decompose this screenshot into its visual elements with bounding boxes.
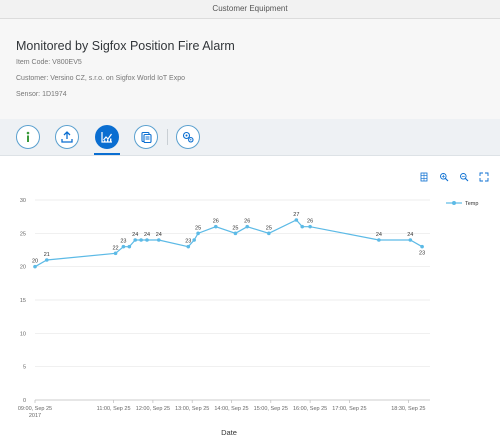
settings-button[interactable] bbox=[176, 125, 200, 149]
chart-button[interactable] bbox=[95, 125, 119, 149]
data-point bbox=[300, 224, 305, 229]
info-button[interactable] bbox=[16, 125, 40, 149]
app-title: Customer Equipment bbox=[212, 4, 288, 13]
x-tick-label: 13:00, Sep 25 bbox=[175, 406, 209, 412]
app-title-bar: Customer Equipment bbox=[0, 0, 500, 19]
data-point bbox=[420, 244, 424, 249]
data-label: 24 bbox=[376, 232, 382, 238]
data-points bbox=[33, 218, 424, 269]
data-point bbox=[156, 238, 161, 242]
data-point bbox=[186, 244, 191, 249]
chart-legend[interactable]: Temp bbox=[446, 201, 478, 207]
x-tick-label: 16:00, Sep 25 bbox=[293, 406, 327, 412]
zoom-out-icon[interactable] bbox=[459, 172, 469, 182]
y-tick-label: 15 bbox=[20, 298, 26, 304]
data-label: 27 bbox=[293, 212, 299, 218]
page-title: Monitored by Sigfox Position Fire Alarm bbox=[16, 39, 235, 53]
data-label: 23 bbox=[120, 239, 126, 245]
legend-label-temp: Temp bbox=[465, 201, 478, 207]
data-label: 26 bbox=[213, 219, 219, 225]
data-point bbox=[308, 224, 312, 229]
y-tick-label: 20 bbox=[20, 265, 26, 271]
data-label: 21 bbox=[44, 252, 50, 258]
data-label: 25 bbox=[232, 225, 238, 231]
zoom-in-icon[interactable] bbox=[439, 172, 449, 182]
series-line-temp bbox=[34, 219, 423, 268]
x-tick-label: 14:00, Sep 25 bbox=[214, 406, 248, 412]
y-tick-label: 30 bbox=[20, 198, 26, 204]
x-tick-label: 15:00, Sep 25 bbox=[254, 406, 288, 412]
x-tick-label: 09:00, Sep 25 bbox=[18, 406, 52, 412]
document-icon bbox=[141, 131, 152, 144]
document-button[interactable] bbox=[134, 125, 158, 149]
data-point bbox=[113, 251, 118, 256]
chart-grid bbox=[35, 199, 430, 401]
object-header: Monitored by Sigfox Position Fire Alarm … bbox=[0, 19, 500, 119]
data-label: 22 bbox=[113, 245, 119, 251]
data-label: 23 bbox=[185, 239, 191, 245]
data-label: 23 bbox=[419, 251, 425, 257]
upload-button[interactable] bbox=[55, 125, 79, 149]
data-point bbox=[267, 231, 271, 236]
data-point bbox=[213, 224, 218, 229]
data-point bbox=[139, 238, 143, 242]
y-tick-label: 5 bbox=[23, 365, 26, 371]
x-axis-title: Date bbox=[221, 428, 237, 437]
settings-icon bbox=[182, 131, 194, 143]
data-point bbox=[33, 264, 37, 269]
data-point bbox=[196, 231, 200, 236]
data-point bbox=[245, 224, 250, 229]
data-label: 20 bbox=[32, 259, 38, 265]
data-point bbox=[294, 218, 299, 222]
chart-icon bbox=[101, 132, 112, 143]
data-label: 24 bbox=[407, 232, 413, 238]
table-view-icon[interactable] bbox=[419, 172, 429, 182]
data-point bbox=[145, 238, 149, 242]
data-label: 26 bbox=[244, 219, 250, 225]
data-label: 24 bbox=[144, 232, 150, 238]
info-icon bbox=[26, 131, 30, 142]
section-toolbar bbox=[0, 119, 500, 156]
y-axis: 0 5 10 15 20 25 30 bbox=[20, 198, 26, 404]
x-tick-label: 18:30, Sep 25 bbox=[391, 406, 425, 412]
y-tick-label: 10 bbox=[20, 331, 26, 337]
sensor-attribute: Sensor: 1D1974 bbox=[16, 91, 67, 98]
data-point bbox=[133, 238, 138, 242]
data-point bbox=[121, 244, 126, 249]
x-tick-label: 11:00, Sep 25 bbox=[97, 406, 131, 412]
customer-attribute: Customer: Versino CZ, s.r.o. on Sigfox W… bbox=[16, 75, 185, 82]
data-point bbox=[192, 238, 196, 242]
data-point bbox=[233, 231, 238, 236]
x-tick-label: 17:00, Sep 25 bbox=[332, 406, 366, 412]
data-point bbox=[377, 238, 381, 242]
data-point bbox=[127, 244, 132, 249]
data-label: 24 bbox=[156, 232, 162, 238]
data-point bbox=[44, 258, 49, 262]
data-label: 24 bbox=[132, 232, 138, 238]
data-point bbox=[408, 238, 413, 242]
x-tick-sublabel: 2017 bbox=[29, 413, 41, 419]
data-label: 26 bbox=[307, 219, 313, 225]
fullscreen-icon[interactable] bbox=[479, 172, 489, 182]
toolbar-separator bbox=[167, 129, 168, 145]
x-tick-label: 12:00, Sep 25 bbox=[136, 406, 170, 412]
legend-marker bbox=[452, 201, 456, 205]
y-tick-label: 0 bbox=[23, 398, 26, 404]
item-code-attribute: Item Code: V800EV5 bbox=[16, 59, 82, 66]
data-label: 25 bbox=[195, 225, 201, 231]
upload-icon bbox=[61, 131, 73, 143]
selected-tab-indicator bbox=[94, 153, 120, 155]
data-label: 25 bbox=[266, 225, 272, 231]
y-tick-label: 25 bbox=[20, 231, 26, 237]
